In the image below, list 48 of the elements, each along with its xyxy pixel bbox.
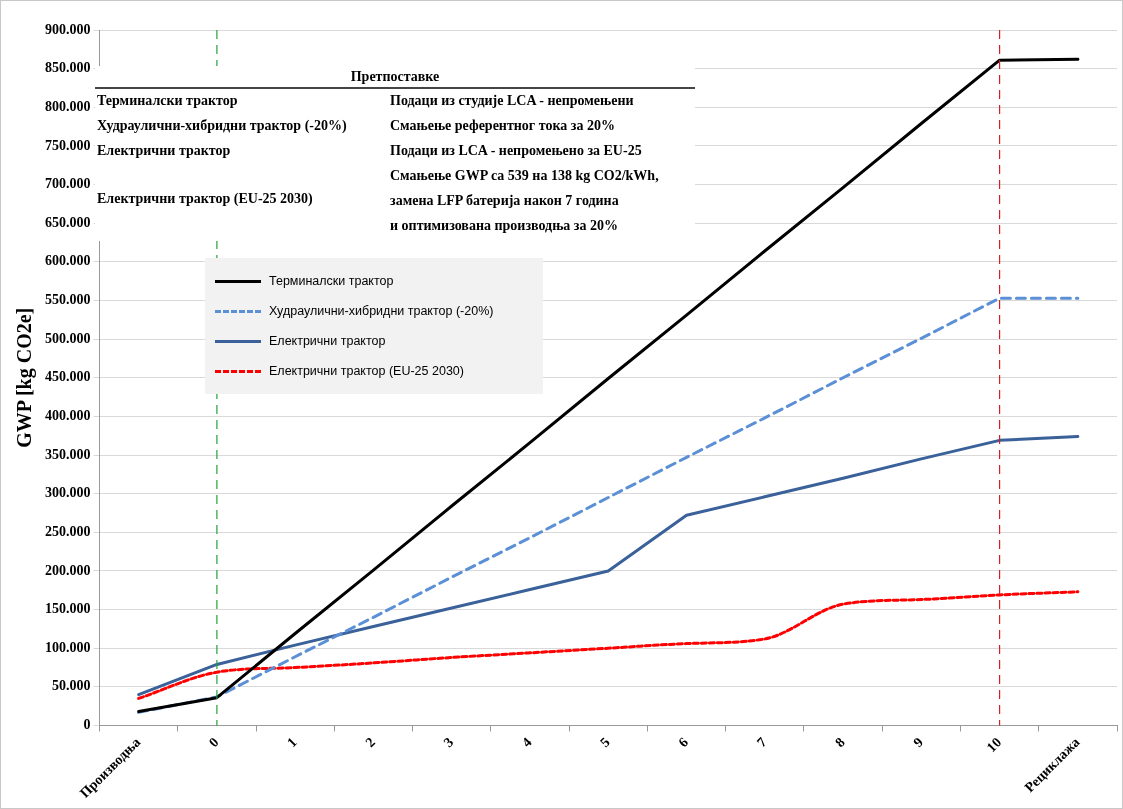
annotation: и оптимизована производња за 20% (390, 218, 618, 234)
annotation: Електрични трактор (97, 143, 231, 159)
legend-label: Електрични трактор (269, 334, 386, 348)
y-tick-label: 500.000 (45, 330, 91, 346)
x-tick-label: 8 (832, 734, 848, 751)
annotation: Претпоставке (95, 66, 695, 89)
y-tick-label: 850.000 (45, 60, 91, 76)
y-tick-label: 800.000 (45, 98, 91, 114)
x-tick-label: 7 (753, 734, 770, 751)
y-tick-label: 400.000 (45, 407, 91, 423)
y-tick-label: 50.000 (52, 678, 91, 694)
x-tick-label: 1 (284, 734, 300, 751)
y-tick-label: 900.000 (45, 21, 91, 37)
legend-label: Худраулични-хибридни трактор (-20%) (269, 304, 494, 318)
x-tick-label: 5 (597, 734, 613, 751)
y-tick-label: 300.000 (45, 485, 91, 501)
x-tick-label: 3 (440, 734, 457, 751)
annotation: Смањење GWP са 539 на 138 kg CO2/kWh, (390, 168, 659, 184)
legend-label: Терминалски трактор (269, 274, 394, 288)
annotation: Електрични трактор (EU-25 2030) (97, 190, 313, 207)
annotation: Смањење референтног тока за 20% (390, 118, 615, 134)
annotation: Худраулични-хибридни трактор (-20%) (97, 118, 347, 134)
y-tick-label: 100.000 (45, 639, 91, 655)
y-tick-label: 600.000 (45, 253, 91, 269)
y-tick-label: 550.000 (45, 292, 91, 308)
x-tick-label: 0 (206, 734, 222, 751)
y-tick-label: 650.000 (45, 214, 91, 230)
x-tick-label: 2 (362, 734, 379, 751)
y-tick-label: 150.000 (45, 601, 91, 617)
y-tick-label: 350.000 (45, 446, 91, 462)
line-series (137, 590, 1080, 700)
annotation: Терминалски трактор (97, 93, 238, 109)
y-tick-label: 250.000 (45, 523, 91, 539)
annotation: Подаци из студије LCA - непромењени (390, 93, 634, 109)
y-axis-title: GWP [kg CO2e] (13, 307, 37, 448)
x-tick-label: 10 (983, 734, 1005, 756)
x-tick-label: 6 (675, 734, 692, 751)
annotation: замена LFP батерија након 7 година (390, 193, 619, 209)
y-tick-label: 450.000 (45, 369, 91, 385)
line-series (137, 296, 1080, 714)
annotation: Подаци из LCA - непромењено за EU-25 (390, 143, 642, 159)
y-tick-label: 700.000 (45, 176, 91, 192)
x-tick-label: 9 (910, 734, 926, 751)
y-tick-label: 200.000 (45, 562, 91, 578)
legend-label: Електрични трактор (EU-25 2030) (269, 364, 464, 378)
y-tick-label: 750.000 (45, 137, 91, 153)
x-tick-label: 4 (519, 734, 535, 751)
y-tick-label: 0 (83, 717, 91, 733)
